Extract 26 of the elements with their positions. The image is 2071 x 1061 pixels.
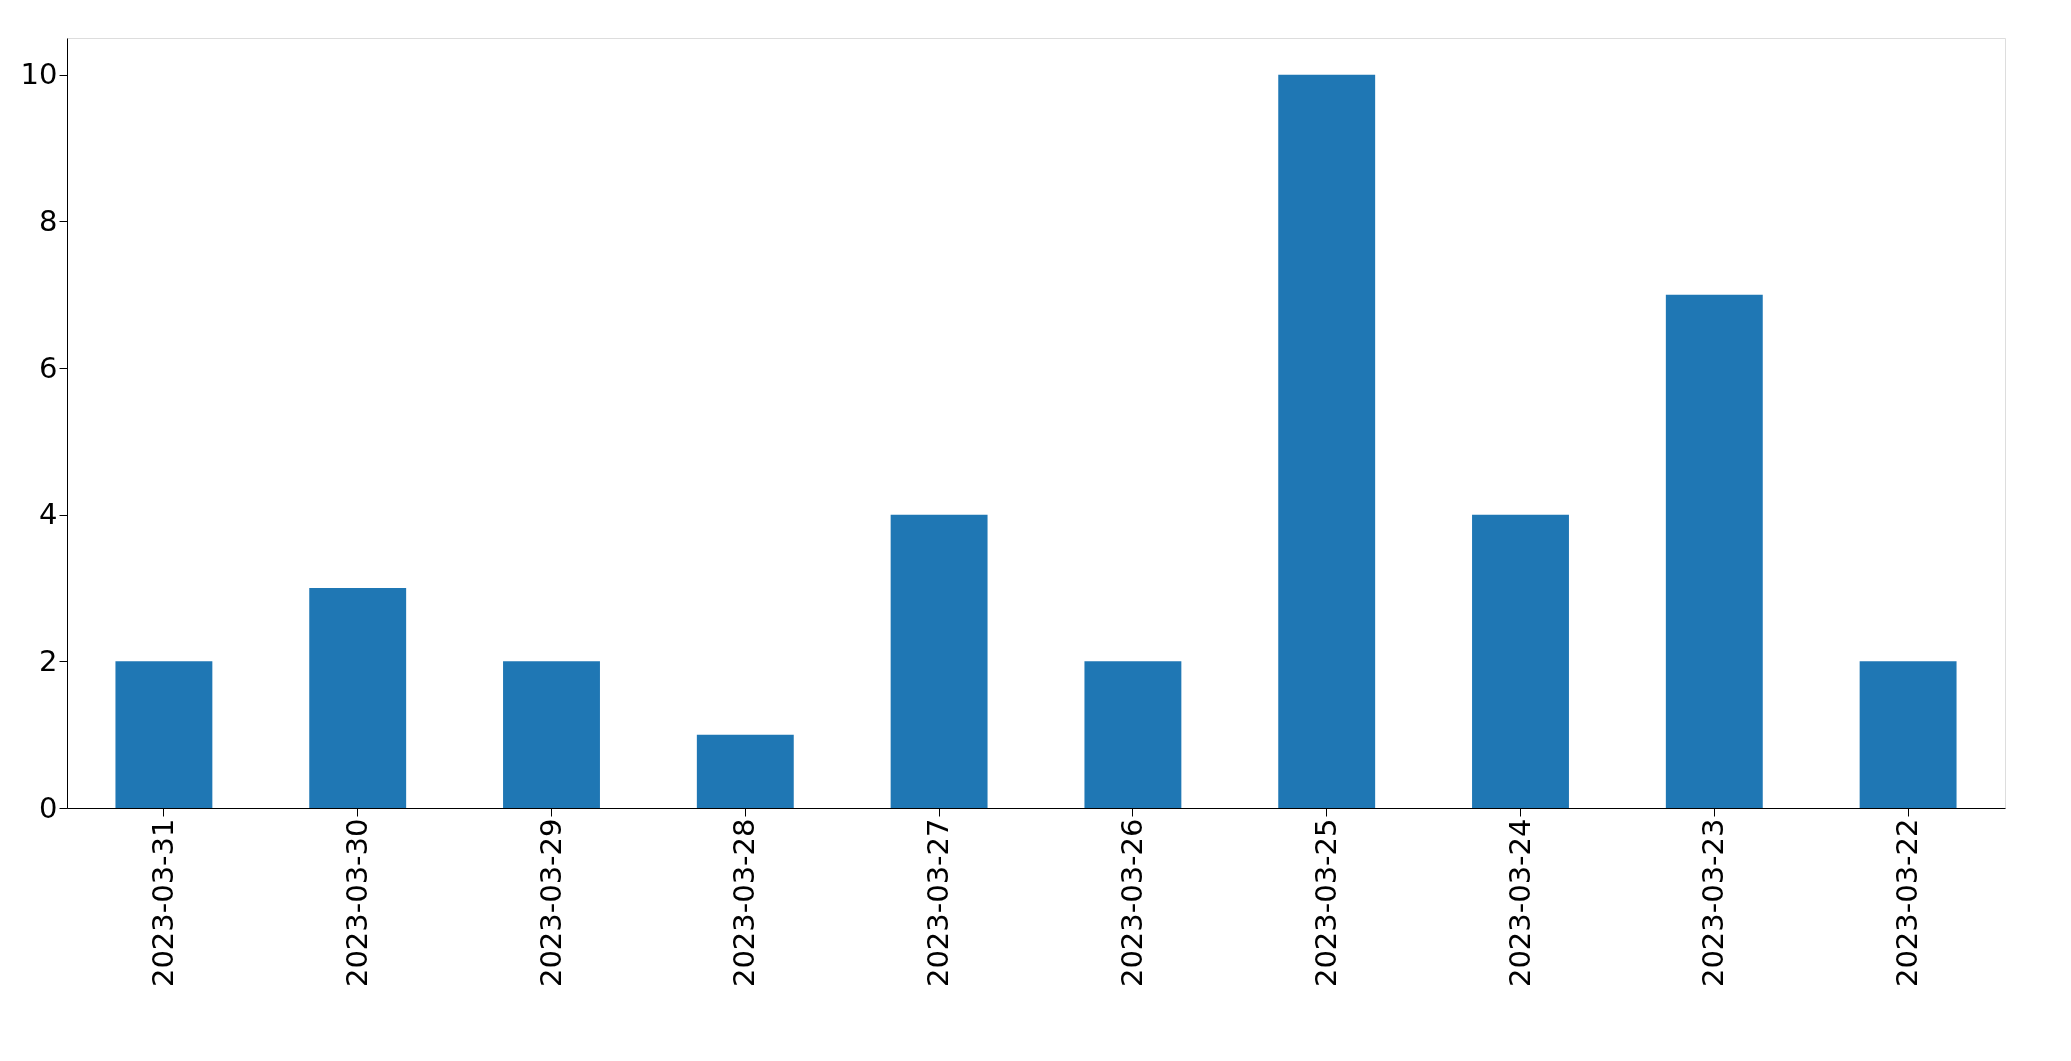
y-tick-label: 2 [39,643,58,678]
bar [1859,661,1957,808]
bar [890,514,988,808]
x-tick-label: 2023-03-25 [1308,818,1343,988]
x-tick-label: 2023-03-23 [1696,818,1731,988]
bar [1472,514,1569,808]
bar [1084,661,1182,808]
bar [115,661,213,808]
x-tick-label: 2023-03-27 [921,818,956,988]
x-tick-label: 2023-03-26 [1114,818,1149,988]
y-tick-label: 6 [39,350,58,385]
y-tick-label: 4 [39,497,58,532]
x-tick-label: 2023-03-22 [1890,818,1925,988]
x-tick-label: 2023-03-24 [1502,818,1537,988]
bar [1278,74,1376,808]
bar [1665,294,1763,808]
y-tick-label: 0 [39,790,58,825]
x-tick-label: 2023-03-30 [339,818,374,988]
y-tick-label: 8 [39,203,58,238]
bar [309,588,407,808]
y-tick-label: 10 [20,57,58,92]
bar [503,661,600,808]
x-tick-label: 2023-03-28 [727,818,762,988]
x-tick-label: 2023-03-29 [533,818,568,988]
x-tick-label: 2023-03-31 [145,818,180,988]
bar [696,734,794,808]
